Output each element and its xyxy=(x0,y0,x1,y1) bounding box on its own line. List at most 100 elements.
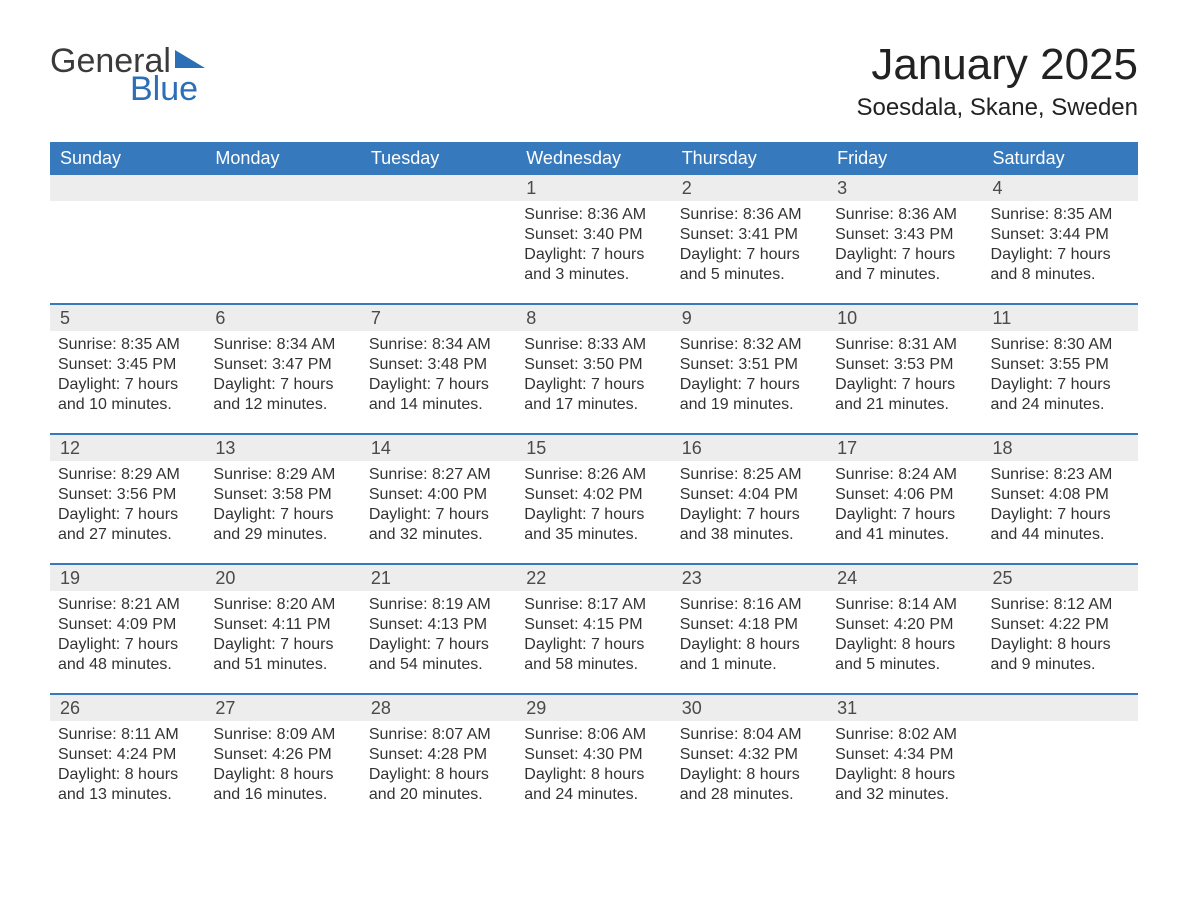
daylight-line-1: Daylight: 7 hours xyxy=(213,635,352,655)
day-number: 12 xyxy=(50,435,205,461)
daylight-line-1: Daylight: 7 hours xyxy=(369,505,508,525)
day-body: Sunrise: 8:29 AMSunset: 3:56 PMDaylight:… xyxy=(50,461,205,555)
sunset-line: Sunset: 4:30 PM xyxy=(524,745,663,765)
day-number: 14 xyxy=(361,435,516,461)
daylight-line-1: Daylight: 7 hours xyxy=(991,375,1130,395)
day-body: Sunrise: 8:20 AMSunset: 4:11 PMDaylight:… xyxy=(205,591,360,685)
daylight-line-2: and 51 minutes. xyxy=(213,655,352,675)
calendar-day: 22Sunrise: 8:17 AMSunset: 4:15 PMDayligh… xyxy=(516,565,671,693)
daylight-line-1: Daylight: 7 hours xyxy=(680,375,819,395)
day-body: Sunrise: 8:32 AMSunset: 3:51 PMDaylight:… xyxy=(672,331,827,425)
daylight-line-1: Daylight: 7 hours xyxy=(835,245,974,265)
day-body: Sunrise: 8:04 AMSunset: 4:32 PMDaylight:… xyxy=(672,721,827,815)
calendar-day: 29 Sunrise: 8:06 AMSunset: 4:30 PMDayligh… xyxy=(516,695,671,823)
daylight-line-2: and 58 minutes. xyxy=(524,655,663,675)
sunrise-line: Sunrise: 8:02 AM xyxy=(835,725,974,745)
daylight-line-2: and 20 minutes. xyxy=(369,785,508,805)
daylight-line-2: and 32 minutes. xyxy=(835,785,974,805)
day-number: 27 xyxy=(205,695,360,721)
daylight-line-1: Daylight: 7 hours xyxy=(524,375,663,395)
day-number: 1 xyxy=(516,175,671,201)
day-body: Sunrise: 8:31 AMSunset: 3:53 PMDaylight:… xyxy=(827,331,982,425)
header-thursday: Thursday xyxy=(672,142,827,175)
day-number: 7 xyxy=(361,305,516,331)
sunset-line: Sunset: 4:32 PM xyxy=(680,745,819,765)
sunrise-line: Sunrise: 8:35 AM xyxy=(58,335,197,355)
sunset-line: Sunset: 3:43 PM xyxy=(835,225,974,245)
daylight-line-1: Daylight: 7 hours xyxy=(835,505,974,525)
daylight-line-2: and 5 minutes. xyxy=(835,655,974,675)
day-body: Sunrise: 8:21 AMSunset: 4:09 PMDaylight:… xyxy=(50,591,205,685)
sunrise-line: Sunrise: 8:24 AM xyxy=(835,465,974,485)
weeks-container: 1 Sunrise: 8:36 AMSunset: 3:40 PM Daylight… xyxy=(50,175,1138,823)
day-number: 5 xyxy=(50,305,205,331)
sunset-line: Sunset: 3:40 PM xyxy=(524,225,663,245)
day-body: Sunrise: 8:36 AMSunset: 3:43 PMDaylight:… xyxy=(827,201,982,295)
calendar-day: 31Sunrise: 8:02 AMSunset: 4:34 PMDayligh… xyxy=(827,695,982,823)
sunrise-line: Sunrise: 8:11 AM xyxy=(58,725,197,745)
header-tuesday: Tuesday xyxy=(361,142,516,175)
day-body: Sunrise: 8:14 AMSunset: 4:20 PMDaylight:… xyxy=(827,591,982,685)
daylight-line-2: and 14 minutes. xyxy=(369,395,508,415)
sunrise-line: Sunrise: 8:34 AM xyxy=(213,335,352,355)
daylight-line-2: and 44 minutes. xyxy=(991,525,1130,545)
calendar-day: 25Sunrise: 8:12 AMSunset: 4:22 PMDayligh… xyxy=(983,565,1138,693)
calendar-day: 17Sunrise: 8:24 AMSunset: 4:06 PMDayligh… xyxy=(827,435,982,563)
sunset-line: Sunset: 3:53 PM xyxy=(835,355,974,375)
calendar: Sunday Monday Tuesday Wednesday Thursday… xyxy=(50,142,1138,823)
sunset-line: Sunset: 4:34 PM xyxy=(835,745,974,765)
calendar-day xyxy=(205,175,360,303)
day-number: 26 xyxy=(50,695,205,721)
sunrise-line: Sunrise: 8:17 AM xyxy=(524,595,663,615)
sunrise-line: Sunrise: 8:07 AM xyxy=(369,725,508,745)
calendar-day: 10Sunrise: 8:31 AMSunset: 3:53 PMDayligh… xyxy=(827,305,982,433)
sunset-line: Sunset: 4:13 PM xyxy=(369,615,508,635)
sunrise-line: Sunrise: 8:27 AM xyxy=(369,465,508,485)
header-friday: Friday xyxy=(827,142,982,175)
calendar-day: 30Sunrise: 8:04 AMSunset: 4:32 PMDayligh… xyxy=(672,695,827,823)
sunrise-line: Sunrise: 8:23 AM xyxy=(991,465,1130,485)
day-body: Sunrise: 8:09 AMSunset: 4:26 PMDaylight:… xyxy=(205,721,360,815)
day-number: 29 xyxy=(516,695,671,721)
day-body: Sunrise: 8:02 AMSunset: 4:34 PMDaylight:… xyxy=(827,721,982,815)
calendar-week: 12Sunrise: 8:29 AMSunset: 3:56 PMDayligh… xyxy=(50,433,1138,563)
daylight-line-2: and 5 minutes. xyxy=(680,265,819,285)
sunset-line: Sunset: 4:22 PM xyxy=(991,615,1130,635)
daylight-line-2: and 10 minutes. xyxy=(58,395,197,415)
daylight-line-1: Daylight: 8 hours xyxy=(524,765,663,785)
daylight-line-1: Daylight: 8 hours xyxy=(369,765,508,785)
sunrise-line: Sunrise: 8:06 AM xyxy=(524,725,663,745)
sunset-line: Sunset: 3:44 PM xyxy=(991,225,1130,245)
daylight-line-1: Daylight: 8 hours xyxy=(835,635,974,655)
calendar-day: 4Sunrise: 8:35 AMSunset: 3:44 PMDaylight… xyxy=(983,175,1138,303)
calendar-day: 18Sunrise: 8:23 AMSunset: 4:08 PMDayligh… xyxy=(983,435,1138,563)
day-number: 21 xyxy=(361,565,516,591)
sunset-line: Sunset: 4:00 PM xyxy=(369,485,508,505)
calendar-day: 5 Sunrise: 8:35 AMSunset: 3:45 PMDaylight… xyxy=(50,305,205,433)
sunrise-line: Sunrise: 8:36 AM xyxy=(524,205,663,225)
calendar-day: 7Sunrise: 8:34 AMSunset: 3:48 PMDaylight… xyxy=(361,305,516,433)
day-body: Sunrise: 8:24 AMSunset: 4:06 PMDaylight:… xyxy=(827,461,982,555)
calendar-day: 28Sunrise: 8:07 AMSunset: 4:28 PMDayligh… xyxy=(361,695,516,823)
flag-icon xyxy=(175,40,205,74)
calendar-week: 19Sunrise: 8:21 AMSunset: 4:09 PMDayligh… xyxy=(50,563,1138,693)
day-number: 15 xyxy=(516,435,671,461)
calendar-day: 9Sunrise: 8:32 AMSunset: 3:51 PMDaylight… xyxy=(672,305,827,433)
top-row: General Blue January 2025 Soesdala, Skan… xyxy=(50,40,1138,122)
day-number xyxy=(205,175,360,201)
daylight-line-1: Daylight: 7 hours xyxy=(58,505,197,525)
sunrise-line: Sunrise: 8:19 AM xyxy=(369,595,508,615)
day-number: 2 xyxy=(672,175,827,201)
daylight-line-1: Daylight: 8 hours xyxy=(680,635,819,655)
day-body: Sunrise: 8:12 AMSunset: 4:22 PMDaylight:… xyxy=(983,591,1138,685)
sunset-line: Sunset: 3:48 PM xyxy=(369,355,508,375)
daylight-line-1: Daylight: 7 hours xyxy=(58,375,197,395)
day-body: Sunrise: 8:07 AMSunset: 4:28 PMDaylight:… xyxy=(361,721,516,815)
sunset-line: Sunset: 4:15 PM xyxy=(524,615,663,635)
sunrise-line: Sunrise: 8:16 AM xyxy=(680,595,819,615)
daylight-line-2: and 16 minutes. xyxy=(213,785,352,805)
daylight-line-2: and 38 minutes. xyxy=(680,525,819,545)
sunset-line: Sunset: 3:58 PM xyxy=(213,485,352,505)
daylight-line-2: and 1 minute. xyxy=(680,655,819,675)
sunset-line: Sunset: 3:45 PM xyxy=(58,355,197,375)
